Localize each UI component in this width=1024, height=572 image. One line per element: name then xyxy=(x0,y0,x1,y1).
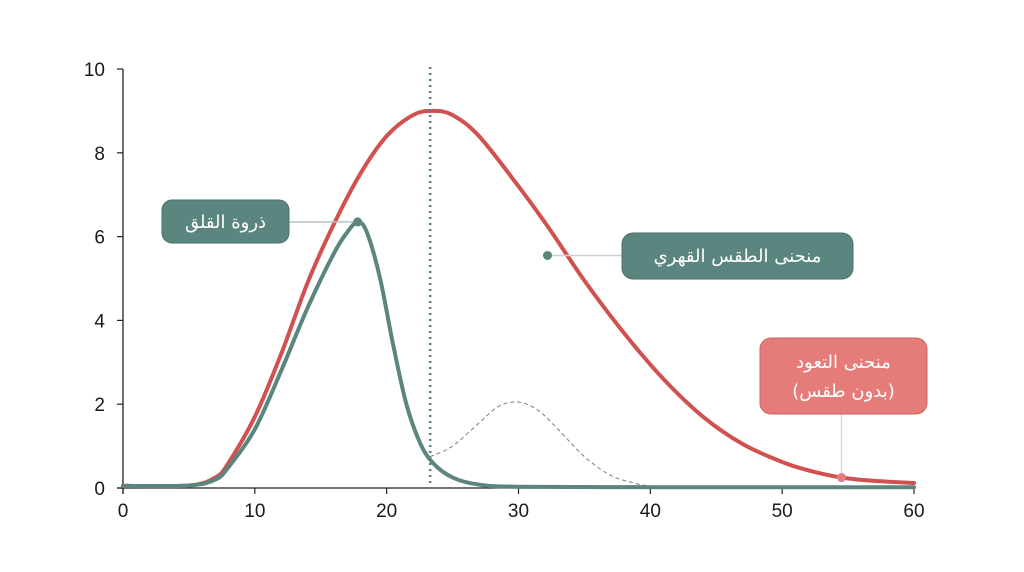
x-tick-label: 0 xyxy=(118,501,129,522)
x-tick-label: 20 xyxy=(376,501,397,522)
callout-anxiety-peak-text: ذروة القلق xyxy=(185,212,266,233)
x-tick-label: 30 xyxy=(508,501,529,522)
series-line-habituation xyxy=(429,401,651,487)
x-tick-label: 60 xyxy=(903,501,924,522)
x-tick-label: 50 xyxy=(772,501,793,522)
habituation-curve-dot xyxy=(836,473,846,483)
anxiety-peak-dot xyxy=(353,217,363,227)
ritual-curve-dot xyxy=(543,250,553,260)
callout-ritual-curve xyxy=(621,232,854,280)
callout-anxiety-peak xyxy=(161,199,290,244)
series-line-ritual xyxy=(121,108,916,489)
y-tick-label: 8 xyxy=(94,144,105,165)
callout-ritual-curve-text: منحنى الطقس القهري xyxy=(654,246,822,267)
callout-habituation-curve xyxy=(759,337,928,415)
x-tick-label: 40 xyxy=(640,501,661,522)
y-tick-label: 2 xyxy=(94,395,105,416)
y-tick-label: 4 xyxy=(94,311,105,332)
callout-habituation-curve-line2: (بدون طقس) xyxy=(792,381,895,402)
series-line-anxiety xyxy=(121,219,916,490)
y-tick-label: 0 xyxy=(94,479,105,500)
x-tick-label: 10 xyxy=(244,501,265,522)
y-tick-label: 10 xyxy=(84,60,105,81)
callout-habituation-curve-line1: منحنى التعود xyxy=(796,352,891,373)
y-tick-label: 6 xyxy=(94,228,105,249)
